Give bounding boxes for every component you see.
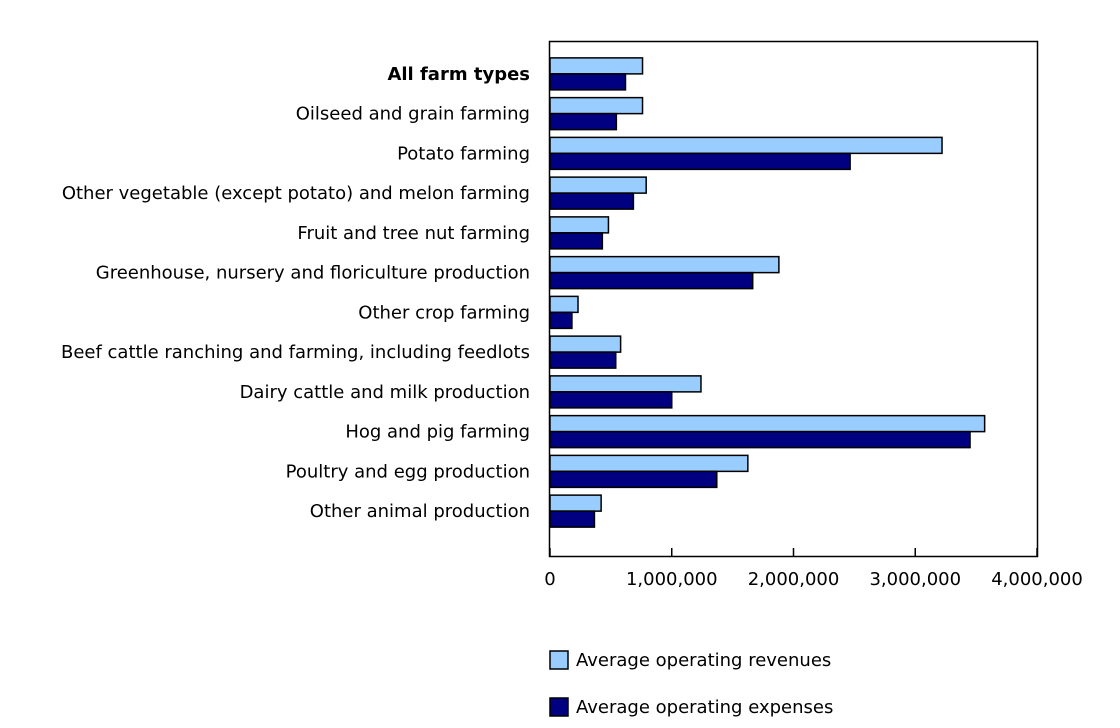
category-labels: All farm types Oilseed and grain farming P…: [61, 64, 530, 522]
legend-label: Average operating revenues: [576, 650, 831, 671]
bar-expense: [549, 152, 851, 171]
bar-revenue: [549, 96, 644, 115]
bar-expense: [549, 391, 673, 409]
bar-expense: [549, 232, 604, 250]
bar-expense: [549, 192, 635, 210]
legend-swatch: [549, 697, 569, 717]
bar-revenue: [549, 494, 602, 512]
legend-swatch: [549, 650, 569, 670]
category-label: Hog and pig farming: [345, 422, 530, 443]
bar-revenue: [549, 136, 943, 155]
category-label: Potato farming: [397, 143, 530, 164]
bar-expense: [549, 510, 596, 528]
bar-revenue: [549, 57, 644, 75]
bar-expense: [549, 470, 718, 489]
x-tick-label: 4,000,000: [991, 569, 1083, 590]
category-label: Beef cattle ranching and farming, includ…: [61, 342, 530, 363]
bar-expense: [549, 430, 971, 449]
bars-group: [549, 57, 986, 528]
bar-revenue: [549, 255, 780, 274]
bar-expense: [549, 112, 618, 131]
bar-expense: [549, 311, 573, 330]
bar-revenue: [549, 176, 647, 194]
bar-revenue: [549, 375, 702, 393]
bar-expense: [549, 271, 754, 290]
bar-revenue: [549, 216, 610, 234]
bar-revenue: [549, 414, 986, 433]
category-label: Other vegetable (except potato) and melo…: [62, 183, 530, 204]
category-label: Oilseed and grain farming: [296, 104, 530, 125]
legend: Average operating revenues Average operat…: [549, 650, 833, 718]
x-tick-label: 3,000,000: [869, 569, 961, 590]
category-label: Poultry and egg production: [286, 461, 530, 482]
x-tick-label: 1,000,000: [626, 569, 718, 590]
category-label: Other crop farming: [358, 302, 530, 323]
legend-label: Average operating expenses: [576, 697, 833, 718]
bar-revenue: [549, 335, 622, 353]
bar-expense: [549, 351, 617, 369]
category-label: All farm types: [387, 64, 530, 85]
category-label: Other animal production: [310, 501, 530, 522]
bar-expense: [549, 73, 627, 91]
x-tick-label: 2,000,000: [748, 569, 840, 590]
x-tick-label: 0: [544, 569, 555, 590]
bar-revenue: [549, 295, 579, 314]
category-label: Fruit and tree nut farming: [297, 223, 530, 244]
bar-revenue: [549, 454, 749, 473]
category-label: Greenhouse, nursery and floriculture pro…: [96, 263, 530, 284]
x-axis: 0 1,000,000 2,000,000 3,000,000 4,000,000: [544, 548, 1083, 590]
category-label: Dairy cattle and milk production: [240, 382, 530, 403]
